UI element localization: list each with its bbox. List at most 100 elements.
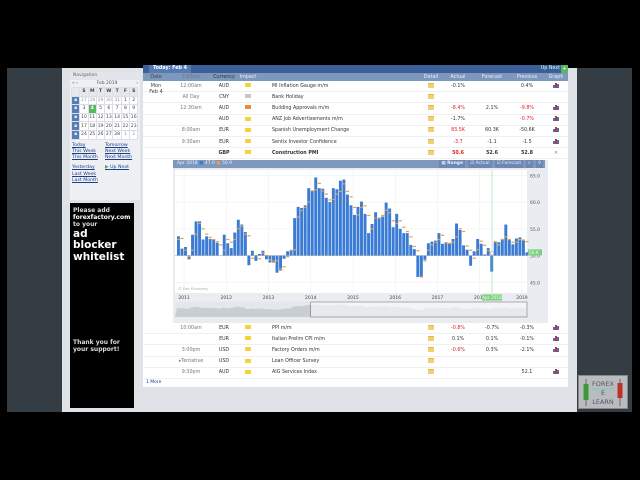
search-icon[interactable]: ⌕ xyxy=(526,160,533,168)
event-row[interactable]: 3:00pm USD Factory Orders m/m -0.6% 0.3%… xyxy=(143,345,568,357)
navigator-window[interactable] xyxy=(310,301,528,318)
actual-toggle[interactable]: ☑ Actual xyxy=(468,160,492,168)
detail-folder-icon[interactable] xyxy=(428,93,434,99)
calendar-day[interactable]: 2 xyxy=(129,129,139,140)
event-row[interactable]: ▸Tentative USD Loan Officer Survey xyxy=(143,357,568,368)
event-title[interactable]: Spanish Unemployment Change xyxy=(272,128,350,134)
nav-link[interactable]: Last Month xyxy=(72,177,98,183)
forecast-toggle[interactable]: ☑ Forecast xyxy=(494,160,524,168)
event-row[interactable]: 10:00am EUR PPI m/m -0.8% -0.7% -0.3% xyxy=(143,323,568,335)
detail-folder-icon[interactable] xyxy=(428,116,434,122)
calendar-day[interactable]: 19 xyxy=(95,121,106,131)
close-chart-icon[interactable]: ✕ xyxy=(553,150,559,156)
more-link[interactable]: 1 More xyxy=(146,380,162,385)
detail-folder-icon[interactable] xyxy=(428,369,434,375)
calendar-day[interactable]: 26 xyxy=(95,129,106,140)
calendar-day[interactable]: 28 xyxy=(87,95,97,106)
event-title[interactable]: Sentix Investor Confidence xyxy=(272,139,337,145)
calendar-day[interactable]: 27 xyxy=(104,129,114,140)
week-select[interactable]: ▪ xyxy=(70,95,81,106)
calendar-day[interactable]: 1 xyxy=(120,129,131,140)
range-button[interactable]: ▦ Range xyxy=(439,160,466,168)
nav-link[interactable]: Last Week xyxy=(72,171,97,177)
nav-link[interactable]: This Week xyxy=(72,148,96,154)
calendar-day[interactable]: 20 xyxy=(104,121,114,131)
calendar-day[interactable]: 29 xyxy=(95,95,106,106)
calendar-day[interactable]: 30 xyxy=(104,95,114,106)
calendar-day[interactable]: 18 xyxy=(87,121,97,131)
detail-folder-icon[interactable] xyxy=(428,346,434,352)
zoom-icon[interactable]: ⚲ xyxy=(535,160,543,168)
graph-icon[interactable] xyxy=(553,369,559,375)
graph-icon[interactable] xyxy=(553,116,559,122)
calendar-day[interactable]: 1 xyxy=(120,95,131,106)
calendar-day[interactable]: 6 xyxy=(104,104,114,114)
calendar-day[interactable]: 21 xyxy=(112,121,122,131)
event-row[interactable]: 8:00am EUR Spanish Unemployment Change 8… xyxy=(143,126,568,137)
calendar-day[interactable]: 7 xyxy=(112,104,122,114)
today-tab[interactable]: Today: Feb 4 xyxy=(149,65,191,73)
week-select[interactable]: ▪ xyxy=(70,129,81,140)
calendar-day[interactable]: 13 xyxy=(104,112,114,123)
calendar-day[interactable]: 10 xyxy=(79,112,89,123)
event-title[interactable]: ANZ Job Advertisements m/m xyxy=(272,117,343,123)
expand-button[interactable]: + xyxy=(561,65,568,73)
next-month-button[interactable]: › xyxy=(136,81,138,86)
week-select[interactable]: ▪ xyxy=(70,112,81,123)
event-title[interactable]: Loan Officer Survey xyxy=(272,359,320,365)
event-row[interactable]: GBP Construction PMI 50.6 52.6 52.8 ✕ xyxy=(143,148,568,160)
graph-icon[interactable] xyxy=(553,324,559,330)
event-title[interactable]: MI Inflation Gauge m/m xyxy=(272,83,329,89)
detail-folder-icon[interactable] xyxy=(428,358,434,364)
detail-folder-icon[interactable] xyxy=(428,127,434,133)
nav-link[interactable]: Tomorrow xyxy=(105,142,128,148)
calendar-day[interactable]: 12 xyxy=(95,112,106,123)
graph-icon[interactable] xyxy=(553,138,559,144)
calendar-day[interactable]: 28 xyxy=(112,129,122,140)
week-select[interactable]: ▪ xyxy=(70,104,81,114)
calendar-day[interactable]: 2 xyxy=(129,95,139,106)
calendar-day[interactable]: 27 xyxy=(79,95,89,106)
detail-folder-icon[interactable] xyxy=(428,335,434,341)
graph-icon[interactable] xyxy=(553,127,559,133)
calendar-day[interactable]: 23 xyxy=(129,121,139,131)
graph-icon[interactable] xyxy=(553,335,559,341)
chart-plot[interactable]: 45.0 50.0 55.0 60.0 65.0 2011 2012 2013 2014 2015… xyxy=(175,170,547,322)
calendar-day[interactable]: 8 xyxy=(120,104,131,114)
calendar-day[interactable]: 15 xyxy=(120,112,131,123)
detail-folder-icon[interactable] xyxy=(428,138,434,144)
event-row[interactable]: All Day CNY Bank Holiday xyxy=(143,92,568,104)
detail-folder-icon[interactable] xyxy=(428,82,434,88)
event-title[interactable]: Italian Prelim CPI m/m xyxy=(272,336,326,342)
calendar-day[interactable]: 24 xyxy=(79,129,89,140)
event-row[interactable]: AUD ANZ Job Advertisements m/m -1.7% -0.… xyxy=(143,115,568,126)
graph-icon[interactable] xyxy=(553,104,559,110)
week-select[interactable]: ▪ xyxy=(70,121,81,131)
event-row[interactable]: 9:30am EUR Sentix Investor Confidence -3… xyxy=(143,137,568,149)
calendar-day[interactable]: 3 xyxy=(79,104,89,114)
event-row[interactable]: 12:30am AUD Building Approvals m/m -8.4%… xyxy=(143,103,568,115)
graph-icon[interactable] xyxy=(553,346,559,352)
event-row[interactable]: EUR Italian Prelim CPI m/m 0.1% 0.1% -0.… xyxy=(143,334,568,346)
nav-link[interactable]: This Month xyxy=(72,154,98,160)
detail-folder-icon[interactable] xyxy=(428,104,434,110)
nav-link[interactable]: Next Month xyxy=(105,154,133,160)
up-next-link[interactable]: Up Next xyxy=(540,66,560,71)
event-title[interactable]: AIG Services Index xyxy=(272,370,317,376)
event-title[interactable]: Factory Orders m/m xyxy=(272,347,320,353)
nav-link[interactable]: Yesterday xyxy=(72,165,95,171)
calendar-day[interactable]: 5 xyxy=(95,104,106,114)
detail-folder-icon[interactable] xyxy=(428,149,434,155)
event-title[interactable]: Building Approvals m/m xyxy=(272,105,330,111)
event-row[interactable]: 12:00am AUD MI Inflation Gauge m/m -0.1%… xyxy=(143,81,568,93)
calendar-day[interactable]: 11 xyxy=(87,112,97,123)
calendar-day[interactable]: 9 xyxy=(129,104,139,114)
prev-month-button[interactable]: « ‹ xyxy=(72,81,78,86)
event-row[interactable]: 9:30pm AUD AIG Services Index 52.1 xyxy=(143,368,568,379)
calendar-day[interactable]: 16 xyxy=(129,112,139,123)
calendar-day[interactable]: 31 xyxy=(112,95,122,106)
calendar-day[interactable]: 4 xyxy=(87,104,97,114)
event-title[interactable]: Bank Holiday xyxy=(272,94,304,100)
calendar-day[interactable]: 17 xyxy=(79,121,89,131)
nav-link-up-next[interactable]: ▶ Up Next xyxy=(105,165,129,171)
